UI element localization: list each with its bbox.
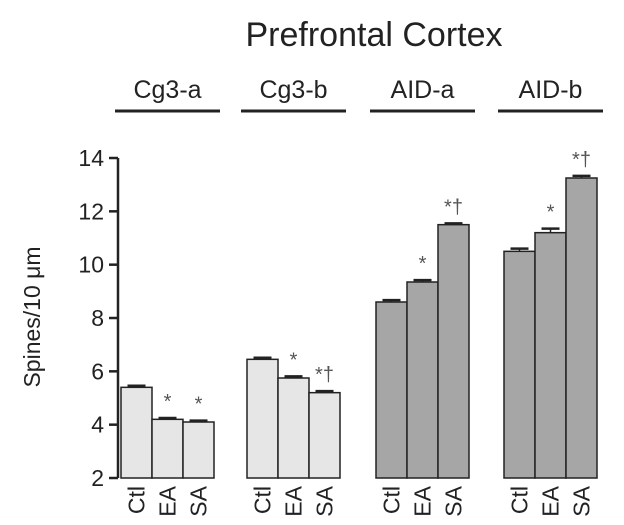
region-label: Cg3-a (133, 76, 201, 104)
bar (565, 177, 598, 479)
region-label: Cg3-b (259, 76, 327, 104)
significance-mark: * (547, 202, 555, 224)
category-label: SA (186, 485, 212, 516)
bars: * * * *† * *† * *† (120, 149, 598, 479)
region-headers: Cg3-a Cg3-b AID-a AID-b (115, 76, 603, 113)
y-tick-label: 14 (78, 145, 104, 171)
y-tick-label: 8 (91, 305, 104, 331)
category-label: EA (155, 485, 181, 516)
bar (277, 377, 310, 479)
category-label: Ctl (379, 486, 405, 514)
significance-mark: * (290, 349, 298, 371)
region-label: AID-b (519, 76, 583, 104)
bar (375, 301, 408, 479)
category-label: SA (312, 485, 338, 516)
bar (182, 421, 215, 479)
bar (534, 231, 567, 479)
y-tick-label: 10 (78, 252, 104, 278)
category-label: SA (569, 485, 595, 516)
bar (120, 386, 153, 479)
bar (437, 223, 470, 479)
y-tick-label: 4 (91, 412, 104, 438)
bar (246, 358, 279, 479)
y-tick-label: 2 (91, 465, 104, 491)
region-label: AID-a (391, 76, 455, 104)
significance-mark: *† (572, 149, 591, 171)
bar (406, 281, 439, 479)
bar (308, 391, 341, 479)
category-label: Ctl (250, 486, 276, 514)
y-tick-label: 12 (78, 198, 104, 224)
chart-title: Prefrontal Cortex (246, 16, 503, 54)
significance-mark: * (419, 253, 427, 275)
category-label: EA (281, 485, 307, 516)
bar (151, 418, 184, 479)
category-label: SA (441, 485, 467, 516)
significance-mark: *† (315, 364, 334, 386)
category-label: EA (410, 485, 436, 516)
category-label: EA (538, 485, 564, 516)
significance-mark: *† (444, 196, 463, 218)
significance-mark: * (164, 391, 172, 413)
category-label: Ctl (124, 486, 150, 514)
y-axis: 2 4 6 8 10 12 14 (78, 145, 120, 491)
y-tick-label: 6 (91, 358, 104, 384)
y-axis-label: Spines/10 μm (19, 246, 45, 387)
category-labels: Ctl EA SA Ctl EA SA Ctl EA SA Ctl EA SA (124, 485, 595, 516)
category-label: Ctl (507, 486, 533, 514)
bar (503, 250, 536, 479)
significance-mark: * (195, 394, 203, 416)
